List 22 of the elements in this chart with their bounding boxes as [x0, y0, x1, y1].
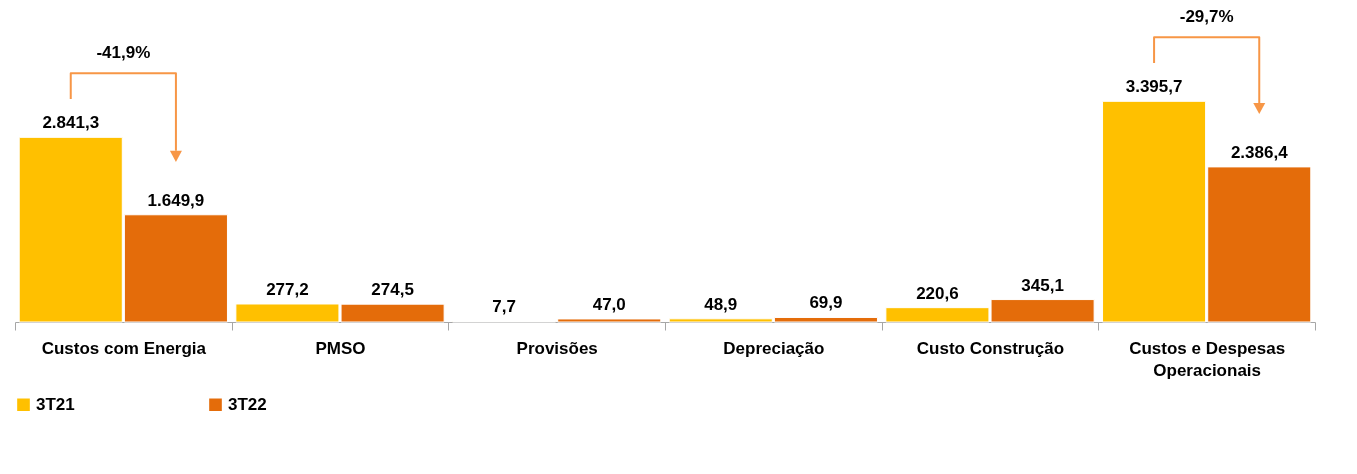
- x-tick-label: Depreciação: [723, 338, 825, 358]
- text: -29,7%: [1179, 7, 1234, 27]
- data-label: 1.649,9: [147, 190, 205, 210]
- data-label: 47,0: [592, 294, 626, 314]
- x-tick-label: Custos e Despesas Operacionais: [1129, 338, 1286, 380]
- data-label: 220,6: [916, 283, 959, 303]
- x-tick-label: PMSO: [315, 338, 366, 358]
- data-label: 7,7: [492, 297, 516, 317]
- data-label: 345,1: [1021, 275, 1064, 295]
- data-label: 2.386,4: [1230, 142, 1289, 162]
- legend-label: 3T21: [36, 394, 75, 414]
- legend-label: 3T22: [228, 394, 267, 414]
- data-label: 2.841,3: [42, 113, 100, 133]
- text: -41,9%: [96, 43, 151, 63]
- x-tick-label: Custos com Energia: [41, 338, 207, 358]
- data-label: 277,2: [266, 279, 309, 299]
- x-tick-label: Custo Construção: [916, 338, 1065, 358]
- data-label: 274,5: [371, 280, 414, 300]
- x-tick-label: Provisões: [516, 338, 598, 358]
- data-label: 69,9: [809, 293, 843, 313]
- data-label: 48,9: [704, 294, 738, 314]
- data-label: 3.395,7: [1125, 77, 1183, 97]
